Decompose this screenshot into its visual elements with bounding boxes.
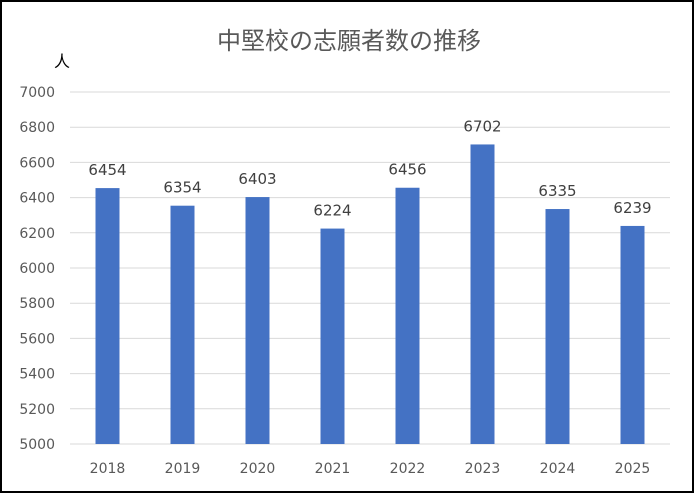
data-label-2019: 6354 xyxy=(163,179,201,197)
bar-2025 xyxy=(620,225,645,444)
y-tick-label: 6000 xyxy=(19,261,55,277)
x-tick-label-2020: 2020 xyxy=(240,461,276,477)
data-label-2021: 6224 xyxy=(313,202,351,220)
bar-2023 xyxy=(470,144,495,444)
y-axis-unit-label: 人 xyxy=(54,52,70,71)
y-tick-label: 5800 xyxy=(19,296,55,312)
x-axis-tick-labels: 2018 2019 2020 2021 2022 2023 2024 2025 xyxy=(90,461,651,477)
data-label-2018: 6454 xyxy=(88,161,126,179)
bar-2019 xyxy=(170,205,195,444)
x-tick-label-2021: 2021 xyxy=(315,461,351,477)
y-tick-label: 5600 xyxy=(19,331,55,347)
x-tick-label-2023: 2023 xyxy=(465,461,501,477)
y-tick-label: 6200 xyxy=(19,226,55,242)
x-tick-label-2018: 2018 xyxy=(90,461,126,477)
bar-2021 xyxy=(320,228,345,444)
data-labels: 6454 6354 6403 6224 6456 6702 6335 6239 xyxy=(88,117,651,219)
data-label-2023: 6702 xyxy=(463,117,501,135)
y-tick-label: 6800 xyxy=(19,120,55,136)
data-label-2024: 6335 xyxy=(538,182,576,200)
data-label-2020: 6403 xyxy=(238,170,276,188)
bar-2020 xyxy=(245,197,270,444)
bar-2022 xyxy=(395,187,420,444)
data-label-2022: 6456 xyxy=(388,161,426,179)
x-tick-label-2022: 2022 xyxy=(390,461,426,477)
y-tick-label: 6600 xyxy=(19,155,55,171)
y-tick-label: 7000 xyxy=(19,85,55,101)
data-label-2025: 6239 xyxy=(613,199,651,217)
x-tick-label-2025: 2025 xyxy=(615,461,651,477)
chart-title: 中堅校の志願者数の推移 xyxy=(217,27,481,55)
bar-2024 xyxy=(545,209,570,444)
x-tick-label-2024: 2024 xyxy=(540,461,576,477)
bars xyxy=(95,144,645,444)
y-tick-label: 5000 xyxy=(19,437,55,453)
y-tick-label: 5400 xyxy=(19,367,55,383)
y-tick-label: 6400 xyxy=(19,191,55,207)
gridlines xyxy=(70,91,670,445)
x-tick-label-2019: 2019 xyxy=(165,461,201,477)
bar-2018 xyxy=(95,188,120,444)
y-axis-tick-labels: 5000 5200 5400 5600 5800 6000 6200 6400 6600 6800… xyxy=(19,85,55,453)
y-tick-label: 5200 xyxy=(19,402,55,418)
